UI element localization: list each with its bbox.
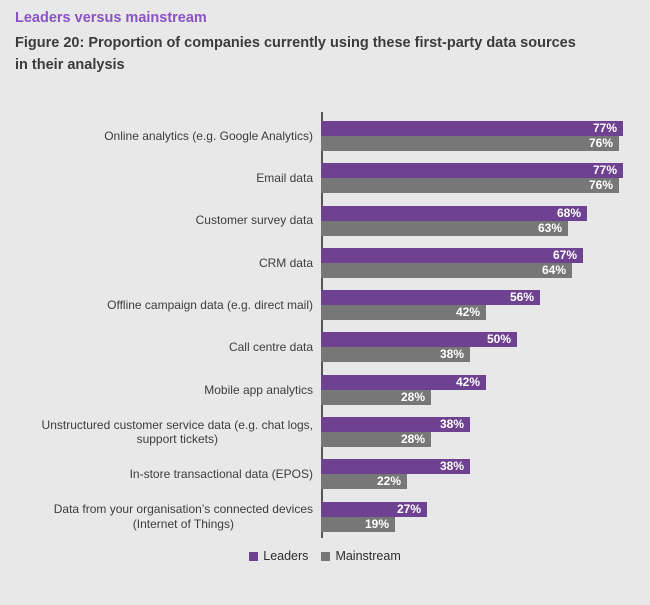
category-label-cell: Mobile app analytics bbox=[0, 375, 321, 405]
bar-value-label: 42% bbox=[455, 374, 480, 389]
category-label: Data from your organisation’s connected … bbox=[53, 502, 313, 531]
bar-value-label: 76% bbox=[588, 136, 613, 150]
leaders-bar: 56% bbox=[321, 290, 540, 306]
mainstream-bar: 19% bbox=[321, 516, 395, 532]
category-label-cell: CRM data bbox=[0, 248, 321, 278]
bar-group: 42% 28% bbox=[321, 374, 650, 405]
bar-group: 68% 63% bbox=[321, 205, 650, 236]
category-label: Mobile app analytics bbox=[204, 382, 313, 397]
legend-label: Leaders bbox=[263, 549, 309, 563]
category-label-cell: Online analytics (e.g. Google Analytics) bbox=[0, 121, 321, 151]
bar-value-label: 64% bbox=[541, 262, 566, 277]
mainstream-bar: 76% bbox=[321, 136, 619, 151]
bar-group: 50% 38% bbox=[321, 332, 650, 363]
category-label: Customer survey data bbox=[195, 213, 313, 228]
bar-value-label: 77% bbox=[592, 121, 617, 135]
chart-row: Offline campaign data (e.g. direct mail)… bbox=[0, 290, 650, 321]
leaders-bar: 38% bbox=[321, 417, 470, 433]
leaders-bar: 68% bbox=[321, 205, 587, 221]
bar-value-label: 63% bbox=[537, 220, 562, 235]
chart-row: Data from your organisation’s connected … bbox=[0, 501, 650, 532]
bar-value-label: 38% bbox=[439, 347, 464, 362]
category-label-cell: Customer survey data bbox=[0, 206, 321, 236]
chart-row: Online analytics (e.g. Google Analytics)… bbox=[0, 121, 650, 151]
bar-group: 77% 76% bbox=[321, 163, 650, 194]
leaders-bar: 38% bbox=[321, 459, 470, 475]
mainstream-bar: 63% bbox=[321, 220, 568, 236]
bar-group: 67% 64% bbox=[321, 247, 650, 278]
chart-row: Unstructured customer service data (e.g.… bbox=[0, 417, 650, 448]
leaders-swatch-icon bbox=[249, 551, 259, 561]
chart-rows: Online analytics (e.g. Google Analytics)… bbox=[0, 121, 650, 544]
mainstream-bar: 28% bbox=[321, 389, 431, 405]
bar-value-label: 38% bbox=[439, 417, 464, 432]
chart-row: CRM data 67% 64% bbox=[0, 247, 650, 278]
bar-value-label: 77% bbox=[592, 163, 617, 178]
category-label: In-store transactional data (EPOS) bbox=[129, 467, 313, 482]
chart-row: Mobile app analytics 42% 28% bbox=[0, 374, 650, 405]
bar-group: 77% 76% bbox=[321, 121, 650, 151]
category-label: Call centre data bbox=[228, 340, 313, 355]
bar-value-label: 67% bbox=[552, 247, 577, 262]
legend-item-mainstream: Mainstream bbox=[321, 549, 401, 563]
category-label: Email data bbox=[256, 171, 313, 186]
leaders-bar: 67% bbox=[321, 247, 583, 263]
bar-value-label: 28% bbox=[400, 432, 425, 447]
mainstream-bar: 28% bbox=[321, 432, 431, 448]
leaders-bar: 77% bbox=[321, 163, 623, 179]
report-section-title: Leaders versus mainstream bbox=[15, 10, 207, 26]
bar-value-label: 28% bbox=[400, 389, 425, 404]
leaders-bar: 77% bbox=[321, 121, 623, 136]
bar-value-label: 50% bbox=[486, 332, 511, 347]
mainstream-bar: 64% bbox=[321, 262, 572, 278]
y-axis-line bbox=[321, 112, 323, 538]
chart-legend: Leaders Mainstream bbox=[0, 549, 650, 563]
leaders-bar: 50% bbox=[321, 332, 517, 348]
bar-chart: Online analytics (e.g. Google Analytics)… bbox=[0, 112, 650, 538]
mainstream-bar: 42% bbox=[321, 305, 486, 321]
chart-row: In-store transactional data (EPOS) 38% 22% bbox=[0, 459, 650, 490]
category-label: Online analytics (e.g. Google Analytics) bbox=[104, 128, 313, 143]
bar-value-label: 19% bbox=[364, 516, 389, 531]
bar-group: 27% 19% bbox=[321, 501, 650, 532]
bar-value-label: 38% bbox=[439, 459, 464, 474]
leaders-bar: 27% bbox=[321, 501, 427, 517]
chart-row: Email data 77% 76% bbox=[0, 163, 650, 194]
mainstream-swatch-icon bbox=[321, 551, 331, 561]
category-label-cell: Email data bbox=[0, 163, 321, 193]
chart-row: Customer survey data 68% 63% bbox=[0, 205, 650, 236]
bar-group: 56% 42% bbox=[321, 290, 650, 321]
category-label-cell: Data from your organisation’s connected … bbox=[0, 502, 321, 532]
bar-value-label: 68% bbox=[556, 205, 581, 220]
category-label: Unstructured customer service data (e.g.… bbox=[41, 417, 313, 447]
bar-value-label: 27% bbox=[396, 501, 421, 516]
category-label-cell: In-store transactional data (EPOS) bbox=[0, 459, 321, 489]
bar-value-label: 56% bbox=[509, 290, 534, 305]
category-label-cell: Offline campaign data (e.g. direct mail) bbox=[0, 290, 321, 320]
mainstream-bar: 22% bbox=[321, 474, 407, 490]
bar-group: 38% 22% bbox=[321, 459, 650, 490]
category-label: Offline campaign data (e.g. direct mail) bbox=[107, 297, 313, 312]
category-label-cell: Unstructured customer service data (e.g.… bbox=[0, 417, 321, 447]
bar-value-label: 42% bbox=[455, 305, 480, 320]
figure-caption: Figure 20: Proportion of companies curre… bbox=[15, 35, 576, 73]
mainstream-bar: 76% bbox=[321, 178, 619, 194]
legend-label: Mainstream bbox=[335, 549, 401, 563]
bar-value-label: 76% bbox=[588, 178, 613, 193]
bar-group: 38% 28% bbox=[321, 417, 650, 448]
category-label: CRM data bbox=[258, 255, 313, 270]
legend-item-leaders: Leaders bbox=[249, 549, 308, 563]
bar-value-label: 22% bbox=[376, 474, 401, 489]
category-label-cell: Call centre data bbox=[0, 332, 321, 362]
mainstream-bar: 38% bbox=[321, 347, 470, 363]
chart-row: Call centre data 50% 38% bbox=[0, 332, 650, 363]
leaders-bar: 42% bbox=[321, 374, 486, 390]
